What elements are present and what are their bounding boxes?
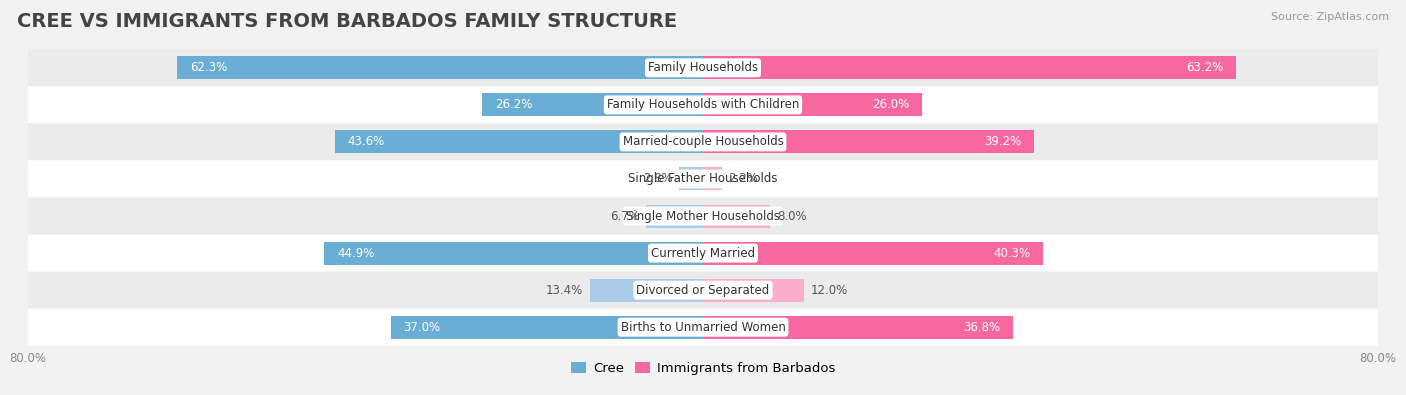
Bar — [177, 56, 703, 79]
FancyBboxPatch shape — [11, 198, 1395, 235]
Text: Births to Unmarried Women: Births to Unmarried Women — [620, 321, 786, 334]
Text: 37.0%: 37.0% — [404, 321, 440, 334]
Text: Family Households: Family Households — [648, 61, 758, 74]
Text: Single Mother Households: Single Mother Households — [626, 209, 780, 222]
Text: 63.2%: 63.2% — [1187, 61, 1223, 74]
Text: Source: ZipAtlas.com: Source: ZipAtlas.com — [1271, 12, 1389, 22]
Text: 36.8%: 36.8% — [963, 321, 1001, 334]
Bar — [703, 167, 721, 190]
Text: 13.4%: 13.4% — [546, 284, 583, 297]
Bar — [703, 93, 922, 117]
Bar — [591, 278, 703, 302]
Text: 44.9%: 44.9% — [337, 246, 374, 260]
Bar — [391, 316, 703, 339]
Bar — [703, 278, 804, 302]
FancyBboxPatch shape — [11, 49, 1395, 87]
Legend: Cree, Immigrants from Barbados: Cree, Immigrants from Barbados — [565, 356, 841, 380]
Text: 8.0%: 8.0% — [778, 209, 807, 222]
Text: 62.3%: 62.3% — [190, 61, 228, 74]
Bar — [335, 130, 703, 153]
Text: 39.2%: 39.2% — [984, 135, 1021, 149]
Text: 12.0%: 12.0% — [811, 284, 848, 297]
Bar — [679, 167, 703, 190]
Bar — [482, 93, 703, 117]
Bar — [647, 205, 703, 228]
Bar — [703, 130, 1033, 153]
FancyBboxPatch shape — [11, 272, 1395, 308]
Text: 6.7%: 6.7% — [610, 209, 640, 222]
Text: Married-couple Households: Married-couple Households — [623, 135, 783, 149]
Bar — [703, 205, 770, 228]
Text: 40.3%: 40.3% — [993, 246, 1031, 260]
FancyBboxPatch shape — [11, 308, 1395, 346]
FancyBboxPatch shape — [11, 87, 1395, 123]
Bar — [703, 316, 1014, 339]
Text: CREE VS IMMIGRANTS FROM BARBADOS FAMILY STRUCTURE: CREE VS IMMIGRANTS FROM BARBADOS FAMILY … — [17, 12, 678, 31]
Text: Divorced or Separated: Divorced or Separated — [637, 284, 769, 297]
FancyBboxPatch shape — [11, 160, 1395, 198]
Text: 2.8%: 2.8% — [643, 173, 672, 186]
Bar — [325, 242, 703, 265]
Text: Family Households with Children: Family Households with Children — [607, 98, 799, 111]
Text: Single Father Households: Single Father Households — [628, 173, 778, 186]
FancyBboxPatch shape — [11, 123, 1395, 160]
Bar — [703, 242, 1043, 265]
Text: Currently Married: Currently Married — [651, 246, 755, 260]
Text: 43.6%: 43.6% — [347, 135, 385, 149]
Text: 26.2%: 26.2% — [495, 98, 531, 111]
Text: 26.0%: 26.0% — [873, 98, 910, 111]
Bar — [703, 56, 1236, 79]
Text: 2.2%: 2.2% — [728, 173, 758, 186]
FancyBboxPatch shape — [11, 235, 1395, 272]
